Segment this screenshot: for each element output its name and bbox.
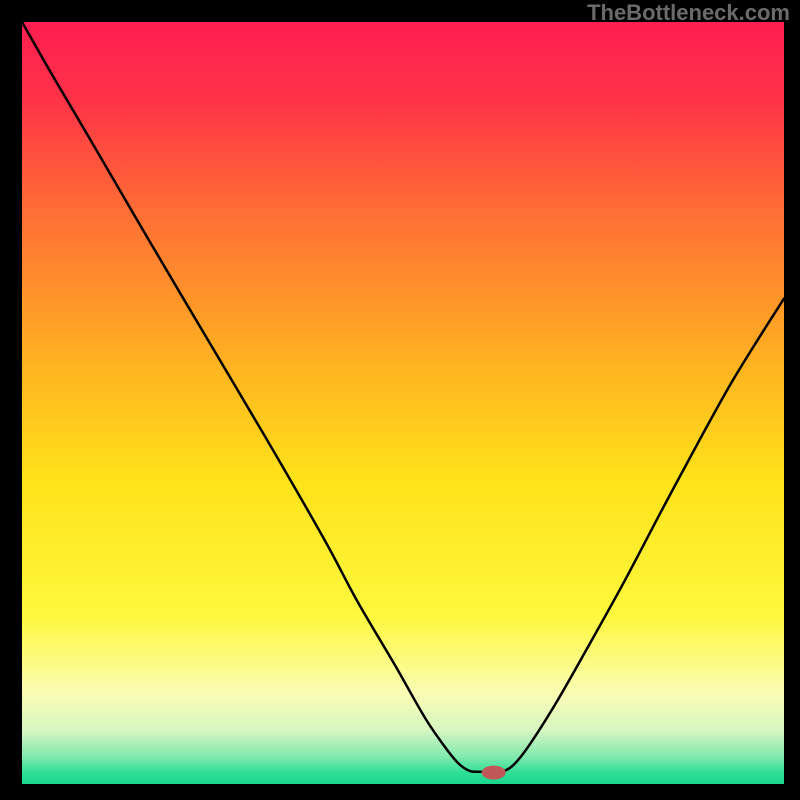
watermark-text: TheBottleneck.com xyxy=(587,0,790,26)
optimum-marker xyxy=(482,766,506,780)
chart-frame: TheBottleneck.com xyxy=(0,0,800,800)
chart-svg xyxy=(0,0,800,800)
gradient-background xyxy=(22,22,784,784)
